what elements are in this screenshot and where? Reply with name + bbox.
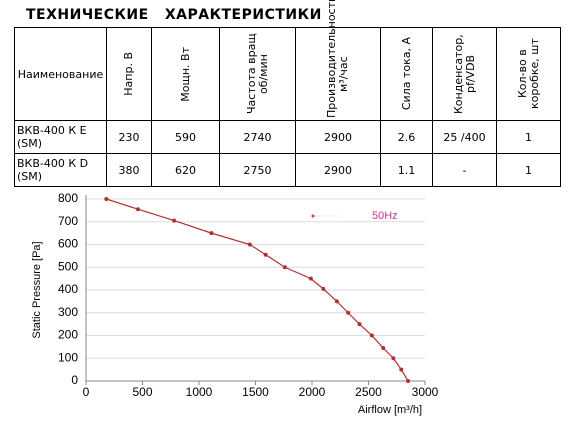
legend-label: 50Hz bbox=[372, 210, 398, 222]
point bbox=[391, 356, 396, 361]
table-cell: 590 bbox=[151, 120, 220, 154]
point bbox=[247, 242, 252, 247]
y-tick-label: 0 bbox=[71, 373, 78, 387]
x-tick-label: 500 bbox=[132, 385, 152, 399]
table-body: ВКВ-400 К E (SM) 230 590 2740 2900 2.6 25 /400… bbox=[14, 120, 561, 187]
column-header: Мощн. Вт bbox=[151, 27, 220, 121]
table-cell: ВКВ-400 К D (SM) bbox=[14, 153, 107, 187]
y-tick-label: 300 bbox=[58, 305, 78, 319]
x-tick-label: 1500 bbox=[242, 385, 269, 399]
table-cell: 1 bbox=[496, 153, 561, 187]
point bbox=[406, 379, 411, 383]
table-cell: 2750 bbox=[219, 153, 296, 187]
point bbox=[263, 252, 268, 257]
point bbox=[104, 197, 109, 201]
table-row: ВКВ-400 К D (SM) 380 620 2750 2900 1.1-1 bbox=[14, 153, 561, 187]
column-header: Сила тока, А bbox=[380, 27, 433, 121]
y-tick-label: 600 bbox=[58, 237, 78, 251]
y-tick-label: 800 bbox=[58, 191, 78, 205]
point bbox=[282, 265, 287, 270]
point bbox=[381, 346, 386, 351]
point bbox=[369, 333, 374, 338]
x-tick-label: 1000 bbox=[186, 385, 213, 399]
table-cell: ВКВ-400 К E (SM) bbox=[14, 120, 107, 154]
column-header: Наименование bbox=[14, 27, 107, 121]
table-cell: 620 bbox=[151, 153, 220, 187]
table-cell: 1.1 bbox=[380, 153, 433, 187]
x-tick-label: 2000 bbox=[299, 385, 326, 399]
table-cell: 2900 bbox=[295, 153, 381, 187]
x-tick-label: 3000 bbox=[412, 385, 439, 399]
header-row: Наименование Напр. В Мощн. Вт Частота вращ … bbox=[14, 0, 561, 121]
x-tick-label: 2500 bbox=[355, 385, 382, 399]
header-text: Наименование bbox=[17, 67, 104, 81]
plot-area bbox=[86, 195, 435, 381]
column-header: Конденсатор, pf/VDB bbox=[432, 27, 497, 121]
x-axis-label: Airflow [m³/h] bbox=[358, 404, 422, 416]
column-header: Частота вращ об/мин bbox=[219, 27, 296, 121]
point bbox=[399, 367, 404, 372]
point bbox=[172, 218, 177, 223]
y-tick-label: 400 bbox=[58, 282, 78, 296]
point bbox=[135, 207, 140, 212]
y-tick-label: 100 bbox=[58, 350, 78, 364]
point bbox=[357, 322, 362, 327]
point bbox=[308, 276, 313, 281]
y-tick-label: 200 bbox=[58, 328, 78, 342]
point bbox=[321, 286, 326, 291]
x-tick-label: 0 bbox=[83, 385, 90, 399]
y-tick-label: 700 bbox=[58, 214, 78, 228]
spec-table: Наименование Напр. В Мощн. Вт Частота вращ … bbox=[14, 0, 561, 187]
point bbox=[334, 299, 339, 304]
table-cell: - bbox=[432, 153, 497, 187]
y-axis-label: Static Pressure [Pa] bbox=[31, 241, 43, 338]
legend-marker bbox=[311, 214, 315, 218]
y-tick-label: 500 bbox=[58, 259, 78, 273]
column-header: Кол-во в коробке, шт bbox=[496, 27, 561, 121]
point bbox=[209, 231, 214, 236]
title: ТЕХНИЧЕСКИЕ ХАРАКТЕРИСТИКИ bbox=[26, 7, 322, 23]
point bbox=[346, 310, 351, 315]
table-cell: 25 /400 bbox=[432, 120, 497, 154]
table-cell: 2900 bbox=[295, 120, 381, 154]
